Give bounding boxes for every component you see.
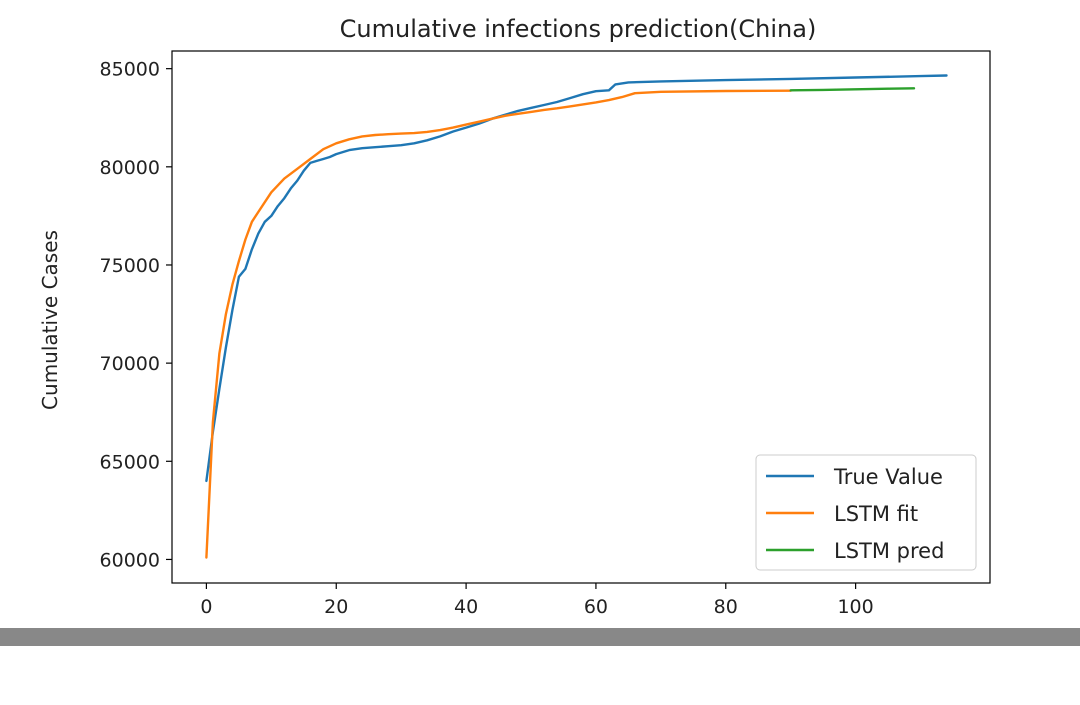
series-line-lstm-pred: [789, 87, 916, 92]
legend-label: LSTM pred: [834, 539, 944, 563]
y-tick-label: 65000: [100, 451, 160, 473]
plot-frame: [171, 50, 991, 584]
x-tick-label: 100: [837, 596, 873, 618]
y-tick-label: 75000: [100, 255, 160, 277]
y-tick-label: 85000: [100, 59, 160, 81]
y-axis-label: Cumulative Cases: [38, 230, 62, 410]
legend-box: [755, 454, 977, 571]
legend-label: True Value: [833, 465, 943, 489]
legend-label: LSTM fit: [834, 502, 918, 526]
y-axis: 60000 65000 70000 75000 80000 85000: [100, 59, 172, 571]
x-tick-label: 20: [324, 596, 348, 618]
x-tick-label: 60: [584, 596, 608, 618]
y-tick-label: 70000: [100, 353, 160, 375]
y-tick-label: 80000: [100, 157, 160, 179]
scrollbar[interactable]: [0, 628, 1080, 646]
chart-title: Cumulative infections prediction(China): [340, 15, 817, 43]
legend-items: True Value LSTM fit LSTM pred: [766, 465, 944, 563]
x-axis: 0 20 40 60 80 100: [200, 583, 874, 618]
series-line-true-value: [205, 74, 948, 483]
y-tick-label: 60000: [100, 549, 160, 571]
x-tick-label: 0: [200, 596, 212, 618]
series-layer: [205, 74, 948, 559]
x-tick-label: 80: [714, 596, 738, 618]
series-line-lstm-fit: [205, 89, 792, 559]
x-tick-label: 40: [454, 596, 478, 618]
legend: True Value LSTM fit LSTM pred: [755, 454, 977, 571]
plot-area: [171, 50, 991, 584]
